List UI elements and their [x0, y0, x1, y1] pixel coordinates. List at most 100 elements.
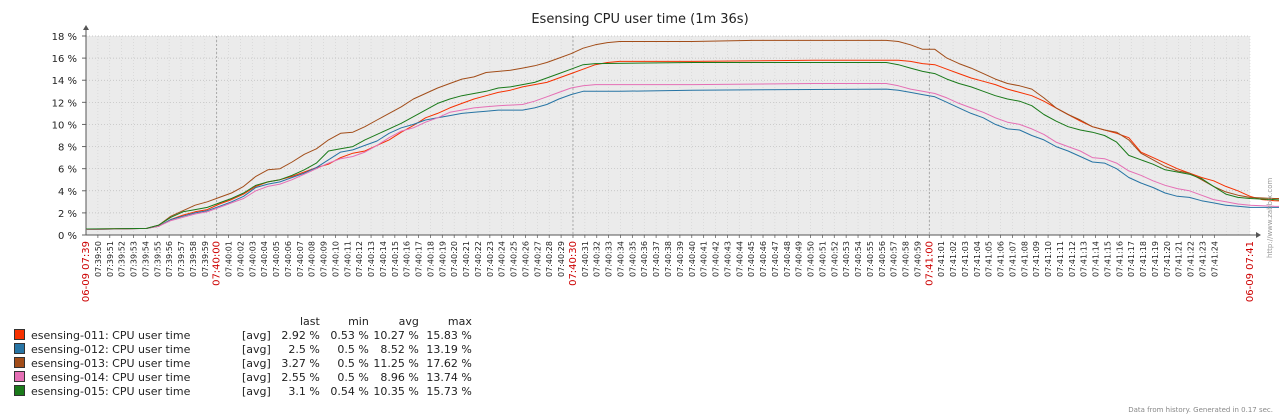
legend-header-max: max [447, 315, 472, 328]
legend-min: 0.5 % [337, 371, 369, 384]
legend-func: [avg] [242, 371, 271, 384]
x-tick-label: 07:40:44 [735, 241, 744, 277]
series-line-2 [85, 88, 1279, 230]
x-tick-label: 07:40:34 [616, 241, 625, 277]
legend-header-last: last [299, 315, 320, 328]
x-tick-label: 07:40:06 [284, 241, 293, 277]
x-tick-label: 07:39:50 [94, 241, 103, 277]
x-tick-label: 07:40:47 [771, 241, 780, 277]
legend-series-name: esensing-014: CPU user time [14, 371, 242, 385]
x-tick-label: 07:39:52 [118, 241, 127, 277]
x-tick-label: 07:40:18 [426, 241, 435, 277]
legend-series-name: esensing-015: CPU user time [14, 385, 242, 399]
x-tick-label: 07:40:21 [462, 241, 471, 277]
x-tick-label: 07:40:55 [866, 241, 875, 277]
legend-min: 0.54 % [330, 385, 369, 398]
x-tick-label: 07:41:17 [1127, 241, 1136, 277]
x-tick-label: 07:40:45 [747, 241, 756, 277]
chart-title: Esensing CPU user time (1m 36s) [531, 12, 748, 27]
legend-label: esensing-012: CPU user time [31, 343, 191, 356]
x-tick-label: 07:41:24 [1210, 241, 1219, 277]
y-axis-arrow [83, 25, 89, 30]
x-tick-label: 07:40:37 [652, 241, 661, 277]
series-line-5 [85, 62, 1279, 230]
legend-avg: 8.52 % [380, 343, 419, 356]
x-tick-label: 07:39:53 [130, 241, 139, 277]
x-tick-label: 07:39:56 [165, 241, 174, 277]
legend-label: esensing-014: CPU user time [31, 371, 191, 384]
legend-func: [avg] [242, 343, 271, 356]
x-tick-label: 07:40:12 [355, 241, 364, 277]
x-tick-label: 07:40:19 [438, 241, 447, 277]
x-tick-label: 07:40:14 [379, 241, 388, 277]
x-tick-label: 07:40:43 [723, 241, 732, 277]
x-tick-label: 07:41:09 [1032, 241, 1041, 277]
legend-avg: 10.35 % [373, 385, 419, 398]
x-tick-label: 07:41:20 [1163, 241, 1172, 277]
x-tick-label: 07:40:07 [296, 241, 305, 277]
x-tick-label: 07:40:16 [403, 241, 412, 277]
y-tick-label: 0 % [58, 231, 77, 242]
x-tick-label: 07:40:24 [498, 241, 507, 277]
x-end-label: 06-09 07:41 [1245, 241, 1256, 302]
series-line-1 [85, 59, 1279, 230]
series-line-3 [85, 39, 1279, 230]
y-tick-label: 14 % [52, 76, 77, 87]
x-tick-label: 07:40:29 [557, 241, 566, 277]
legend-func: [avg] [242, 385, 271, 398]
x-tick-label: 07:40:09 [320, 241, 329, 277]
legend-max: 13.19 % [426, 343, 472, 356]
x-tick-label: 07:40:11 [343, 241, 352, 277]
legend-avg: 10.27 % [373, 329, 419, 342]
x-tick-label: 07:40:17 [415, 241, 424, 277]
legend-row: esensing-013: CPU user time [avg] 3.27 % 0.… [14, 357, 472, 371]
x-tick-label: 07:41:23 [1198, 241, 1207, 277]
x-tick-label: 07:40:39 [676, 241, 685, 277]
x-tick-label: 07:41:14 [1092, 241, 1101, 277]
series-line-4 [85, 83, 1279, 230]
x-tick-label: 07:41:08 [1020, 241, 1029, 277]
y-tick-label: 18 % [52, 32, 77, 43]
x-tick-label: 07:39:59 [201, 241, 210, 277]
x-tick-label: 07:40:25 [510, 241, 519, 277]
footer-note: Data from history. Generated in 0.17 sec… [1128, 406, 1273, 414]
x-tick-label: 07:41:16 [1115, 241, 1124, 277]
x-tick-label: 07:39:55 [153, 241, 162, 277]
x-tick-label: 07:40:01 [225, 241, 234, 277]
x-tick-label: 07:41:07 [1008, 241, 1017, 277]
x-tick-label: 07:40:13 [367, 241, 376, 277]
x-tick-label: 07:40:27 [533, 241, 542, 277]
x-tick-label: 07:40:38 [664, 241, 673, 277]
x-tick-label: 07:41:04 [973, 241, 982, 277]
x-start-label: 06-09 07:39 [81, 241, 92, 302]
x-tick-label: 07:41:15 [1103, 241, 1112, 277]
legend-table: last min avg max esensing-011: CPU user … [14, 315, 472, 399]
x-tick-label: 07:40:33 [605, 241, 614, 277]
legend-min: 0.5 % [337, 343, 369, 356]
x-tick-label: 07:40:35 [628, 241, 637, 277]
x-tick-label: 07:39:57 [177, 241, 186, 277]
legend-row: esensing-015: CPU user time [avg] 3.1 % 0.5… [14, 385, 472, 399]
legend-row: esensing-012: CPU user time [avg] 2.5 % 0.5… [14, 343, 472, 357]
legend-label: esensing-015: CPU user time [31, 385, 191, 398]
legend-max: 13.74 % [426, 371, 472, 384]
x-tick-label: 07:40:52 [830, 241, 839, 277]
legend-label: esensing-011: CPU user time [31, 329, 191, 342]
legend-func: [avg] [242, 329, 271, 342]
x-tick-label: 07:40:05 [272, 241, 281, 277]
x-tick-label: 07:41:19 [1151, 241, 1160, 277]
x-tick-label: 07:41:00 [924, 241, 935, 286]
side-url-label: http://www.zabbix.com [1266, 177, 1274, 258]
x-tick-label: 07:41:21 [1175, 241, 1184, 277]
x-tick-label: 07:40:15 [391, 241, 400, 277]
y-tick-label: 4 % [58, 187, 77, 198]
x-tick-label: 07:40:36 [640, 241, 649, 277]
legend-swatch [14, 357, 25, 368]
legend-last: 3.27 % [281, 357, 320, 370]
legend-header-avg: avg [398, 315, 419, 328]
x-tick-label: 07:41:12 [1068, 241, 1077, 277]
legend-avg: 8.96 % [380, 371, 419, 384]
x-tick-label: 07:41:10 [1044, 241, 1053, 277]
x-tick-label: 07:40:57 [890, 241, 899, 277]
legend-header-row: last min avg max [14, 315, 472, 329]
